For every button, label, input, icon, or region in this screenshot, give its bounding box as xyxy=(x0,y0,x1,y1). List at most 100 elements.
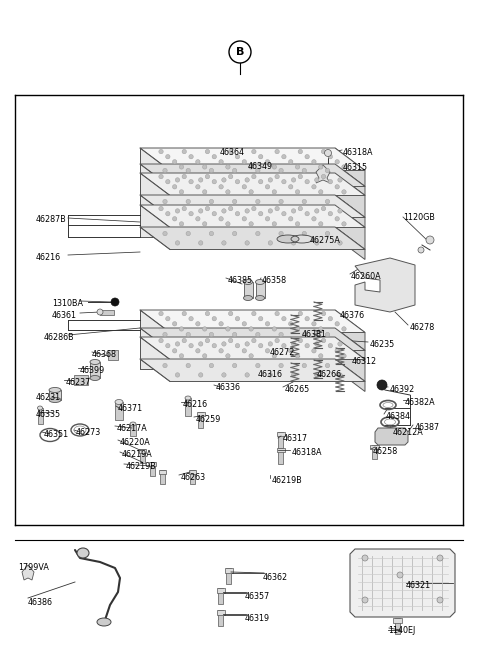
Circle shape xyxy=(325,199,330,204)
Text: 46362: 46362 xyxy=(263,573,288,582)
Circle shape xyxy=(179,327,184,331)
Circle shape xyxy=(256,364,260,367)
Ellipse shape xyxy=(255,295,264,301)
Circle shape xyxy=(272,190,276,194)
Text: 46316: 46316 xyxy=(258,370,283,379)
Polygon shape xyxy=(140,310,365,333)
Circle shape xyxy=(186,199,191,204)
Circle shape xyxy=(163,168,167,173)
Circle shape xyxy=(325,231,330,236)
Circle shape xyxy=(226,222,230,226)
Circle shape xyxy=(342,222,346,226)
Circle shape xyxy=(219,217,223,221)
Bar xyxy=(90,362,100,378)
Circle shape xyxy=(256,231,260,236)
Polygon shape xyxy=(355,258,415,312)
Circle shape xyxy=(203,222,207,226)
Circle shape xyxy=(166,179,170,184)
Circle shape xyxy=(212,155,216,159)
Text: 46364: 46364 xyxy=(220,148,245,157)
Circle shape xyxy=(295,190,300,194)
Circle shape xyxy=(298,339,302,343)
Text: 46376: 46376 xyxy=(340,311,365,320)
Text: 46358: 46358 xyxy=(262,276,287,285)
Circle shape xyxy=(242,322,247,326)
Text: 46273: 46273 xyxy=(76,428,101,437)
Circle shape xyxy=(437,597,443,603)
Circle shape xyxy=(228,311,233,316)
Circle shape xyxy=(196,185,200,189)
Circle shape xyxy=(288,185,293,189)
Polygon shape xyxy=(140,310,335,328)
Ellipse shape xyxy=(255,280,264,284)
Circle shape xyxy=(275,174,279,179)
Circle shape xyxy=(232,231,237,236)
Bar xyxy=(276,448,285,452)
Polygon shape xyxy=(140,337,365,360)
Circle shape xyxy=(302,364,307,367)
Circle shape xyxy=(288,322,293,326)
Circle shape xyxy=(212,343,216,348)
Polygon shape xyxy=(140,328,365,350)
Circle shape xyxy=(268,373,273,377)
Bar xyxy=(190,470,195,484)
Circle shape xyxy=(172,217,177,221)
Circle shape xyxy=(259,343,263,348)
Bar xyxy=(49,390,61,400)
Polygon shape xyxy=(140,164,335,173)
Circle shape xyxy=(319,327,323,331)
Circle shape xyxy=(222,209,226,213)
Circle shape xyxy=(295,222,300,226)
Text: 46216: 46216 xyxy=(36,253,61,262)
Circle shape xyxy=(205,174,210,179)
Circle shape xyxy=(305,179,309,184)
Circle shape xyxy=(199,209,203,213)
Circle shape xyxy=(335,160,339,164)
Text: 46266: 46266 xyxy=(317,370,342,379)
Circle shape xyxy=(291,373,296,377)
Circle shape xyxy=(342,190,346,194)
Circle shape xyxy=(279,364,283,367)
Text: 46399: 46399 xyxy=(80,366,105,375)
Circle shape xyxy=(319,190,323,194)
Circle shape xyxy=(252,206,256,211)
Ellipse shape xyxy=(49,398,61,403)
Circle shape xyxy=(275,339,279,343)
Text: 46381: 46381 xyxy=(302,330,327,339)
Circle shape xyxy=(314,342,319,346)
Circle shape xyxy=(166,316,170,321)
Bar xyxy=(150,462,155,476)
Circle shape xyxy=(219,322,223,326)
Bar xyxy=(256,282,265,298)
Circle shape xyxy=(252,311,256,316)
Text: 46386: 46386 xyxy=(28,598,53,607)
Circle shape xyxy=(166,212,170,216)
Circle shape xyxy=(298,174,302,179)
Text: 46258: 46258 xyxy=(373,447,398,456)
Circle shape xyxy=(203,354,207,358)
Circle shape xyxy=(163,332,167,337)
Circle shape xyxy=(235,343,240,348)
Circle shape xyxy=(179,222,184,226)
Circle shape xyxy=(319,354,323,358)
Polygon shape xyxy=(140,328,335,337)
Circle shape xyxy=(245,342,249,346)
Circle shape xyxy=(295,164,300,169)
Bar xyxy=(115,402,123,420)
Circle shape xyxy=(249,190,253,194)
Circle shape xyxy=(288,217,293,221)
Circle shape xyxy=(252,149,256,154)
Circle shape xyxy=(328,155,333,159)
Circle shape xyxy=(111,298,119,306)
Text: 46387: 46387 xyxy=(415,423,440,432)
Circle shape xyxy=(235,212,240,216)
Circle shape xyxy=(298,311,302,316)
Circle shape xyxy=(172,160,177,164)
Circle shape xyxy=(232,364,237,367)
Ellipse shape xyxy=(49,388,61,392)
Polygon shape xyxy=(335,195,365,227)
Circle shape xyxy=(205,311,210,316)
Text: 46312: 46312 xyxy=(352,357,377,366)
Circle shape xyxy=(196,160,200,164)
Ellipse shape xyxy=(243,280,252,284)
